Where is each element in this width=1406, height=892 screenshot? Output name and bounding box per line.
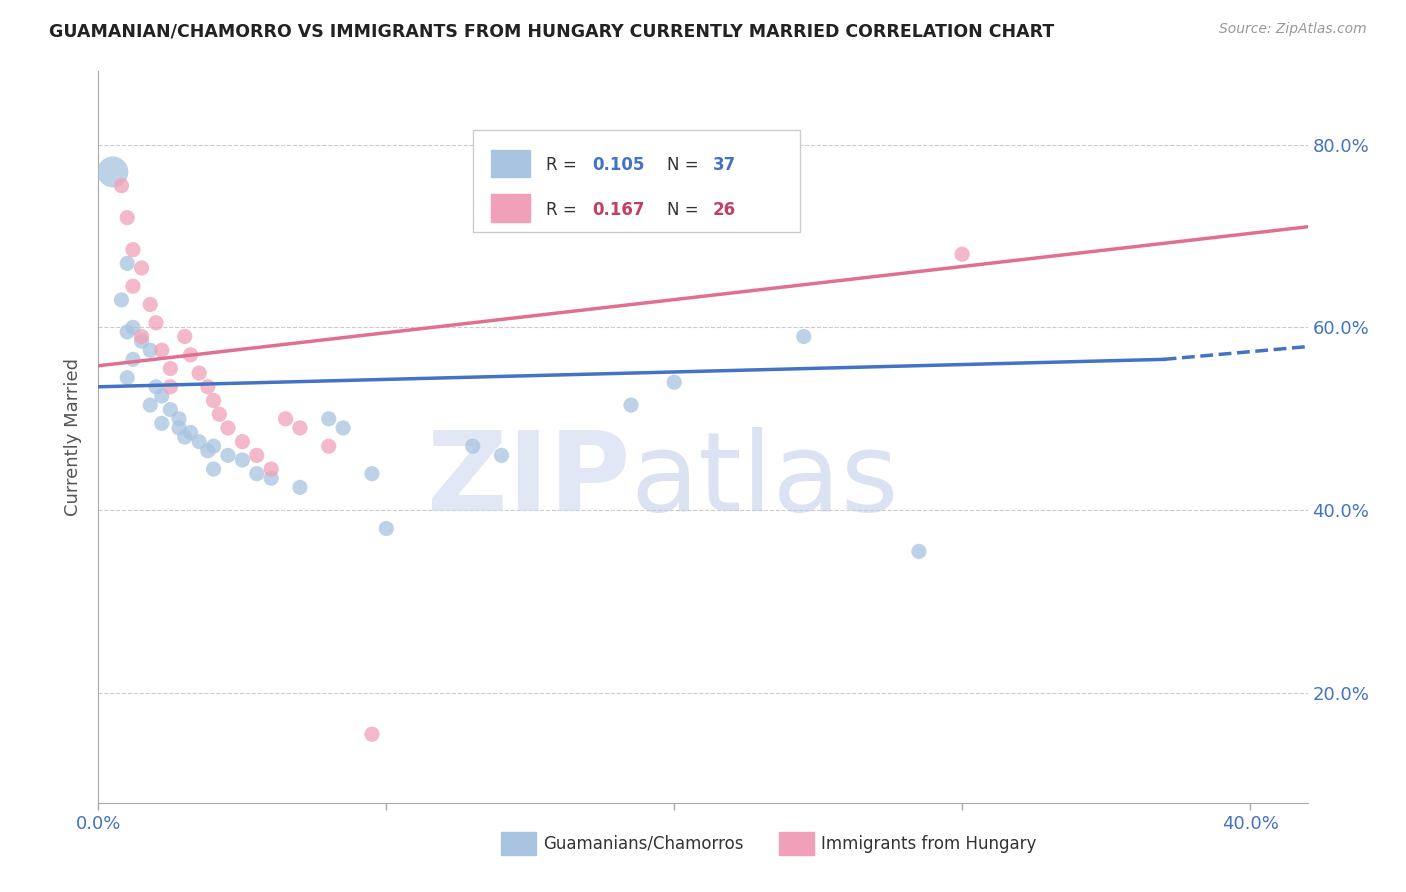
Point — [101, 165, 124, 179]
Point — [139, 343, 162, 358]
Text: 0.167: 0.167 — [592, 201, 644, 219]
Point — [110, 178, 132, 193]
Point — [159, 380, 181, 394]
Text: 0.105: 0.105 — [592, 156, 644, 174]
Point — [159, 402, 181, 417]
Text: atlas: atlas — [630, 427, 898, 534]
Point — [318, 412, 340, 426]
Point — [202, 462, 225, 476]
Point — [173, 430, 195, 444]
Y-axis label: Currently Married: Currently Married — [65, 358, 83, 516]
Point — [167, 412, 190, 426]
FancyBboxPatch shape — [492, 194, 530, 222]
FancyBboxPatch shape — [492, 150, 530, 177]
Point — [202, 439, 225, 453]
Point — [167, 421, 190, 435]
Point — [375, 521, 398, 535]
Text: N =: N = — [666, 156, 703, 174]
FancyBboxPatch shape — [779, 832, 814, 855]
Text: N =: N = — [666, 201, 703, 219]
Point — [202, 393, 225, 408]
Text: R =: R = — [546, 156, 582, 174]
Text: ZIP: ZIP — [427, 427, 630, 534]
Point — [180, 425, 202, 440]
Point — [150, 343, 173, 358]
Point — [260, 471, 283, 485]
Point — [332, 421, 354, 435]
Text: 26: 26 — [713, 201, 735, 219]
Point — [115, 256, 138, 270]
Point — [491, 448, 513, 462]
Point — [115, 325, 138, 339]
Point — [318, 439, 340, 453]
Point — [115, 211, 138, 225]
Point — [288, 421, 311, 435]
Text: R =: R = — [546, 201, 582, 219]
Point — [122, 243, 145, 257]
Point — [145, 316, 167, 330]
Point — [246, 448, 269, 462]
Point — [208, 407, 231, 421]
Text: GUAMANIAN/CHAMORRO VS IMMIGRANTS FROM HUNGARY CURRENTLY MARRIED CORRELATION CHAR: GUAMANIAN/CHAMORRO VS IMMIGRANTS FROM HU… — [49, 22, 1054, 40]
Point — [150, 389, 173, 403]
Point — [246, 467, 269, 481]
FancyBboxPatch shape — [474, 130, 800, 232]
Point — [260, 462, 283, 476]
Point — [159, 361, 181, 376]
Point — [361, 467, 384, 481]
Point — [180, 348, 202, 362]
Point — [664, 375, 686, 389]
Point — [122, 352, 145, 367]
Point — [122, 279, 145, 293]
Point — [620, 398, 643, 412]
Point — [274, 412, 297, 426]
Point — [461, 439, 484, 453]
Point — [231, 453, 253, 467]
Point — [288, 480, 311, 494]
Text: Guamanians/Chamorros: Guamanians/Chamorros — [543, 835, 744, 853]
Point — [188, 434, 211, 449]
Point — [115, 370, 138, 384]
Point — [139, 297, 162, 311]
FancyBboxPatch shape — [501, 832, 536, 855]
Point — [173, 329, 195, 343]
Point — [197, 443, 219, 458]
Point — [145, 380, 167, 394]
Point — [131, 329, 153, 343]
Point — [361, 727, 384, 741]
Point — [150, 417, 173, 431]
Point — [217, 448, 239, 462]
Text: 37: 37 — [713, 156, 735, 174]
Point — [217, 421, 239, 435]
Point — [950, 247, 973, 261]
Point — [139, 398, 162, 412]
Point — [188, 366, 211, 380]
Point — [131, 334, 153, 348]
Point — [793, 329, 815, 343]
Point — [131, 260, 153, 275]
Point — [122, 320, 145, 334]
Text: Source: ZipAtlas.com: Source: ZipAtlas.com — [1219, 22, 1367, 37]
Point — [231, 434, 253, 449]
Point — [110, 293, 132, 307]
Point — [908, 544, 931, 558]
Point — [197, 380, 219, 394]
Text: Immigrants from Hungary: Immigrants from Hungary — [821, 835, 1036, 853]
